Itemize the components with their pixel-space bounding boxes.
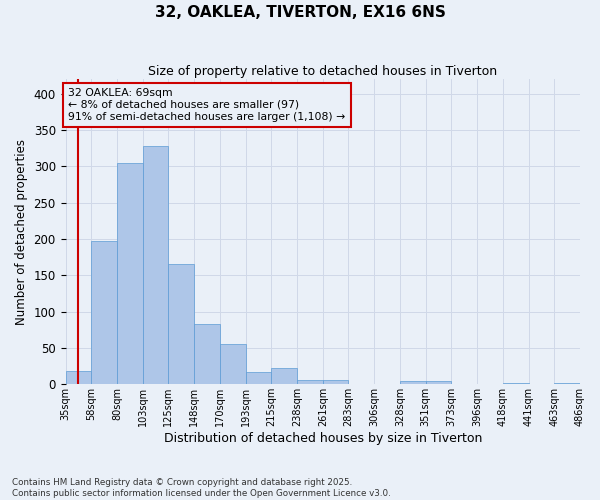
- Bar: [271, 368, 297, 384]
- Text: 32, OAKLEA, TIVERTON, EX16 6NS: 32, OAKLEA, TIVERTON, EX16 6NS: [155, 5, 445, 20]
- Bar: [503, 383, 529, 384]
- Bar: [297, 380, 323, 384]
- Text: 32 OAKLEA: 69sqm
← 8% of detached houses are smaller (97)
91% of semi-detached h: 32 OAKLEA: 69sqm ← 8% of detached houses…: [68, 88, 346, 122]
- Bar: [117, 162, 143, 384]
- Text: Contains HM Land Registry data © Crown copyright and database right 2025.
Contai: Contains HM Land Registry data © Crown c…: [12, 478, 391, 498]
- Bar: [400, 380, 425, 384]
- X-axis label: Distribution of detached houses by size in Tiverton: Distribution of detached houses by size …: [164, 432, 482, 445]
- Bar: [220, 344, 245, 385]
- Bar: [323, 380, 349, 384]
- Title: Size of property relative to detached houses in Tiverton: Size of property relative to detached ho…: [148, 65, 497, 78]
- Bar: [65, 371, 91, 384]
- Bar: [194, 324, 220, 384]
- Bar: [169, 264, 194, 384]
- Bar: [143, 146, 169, 384]
- Bar: [91, 241, 117, 384]
- Y-axis label: Number of detached properties: Number of detached properties: [15, 138, 28, 324]
- Bar: [425, 382, 451, 384]
- Bar: [245, 372, 271, 384]
- Bar: [554, 383, 580, 384]
